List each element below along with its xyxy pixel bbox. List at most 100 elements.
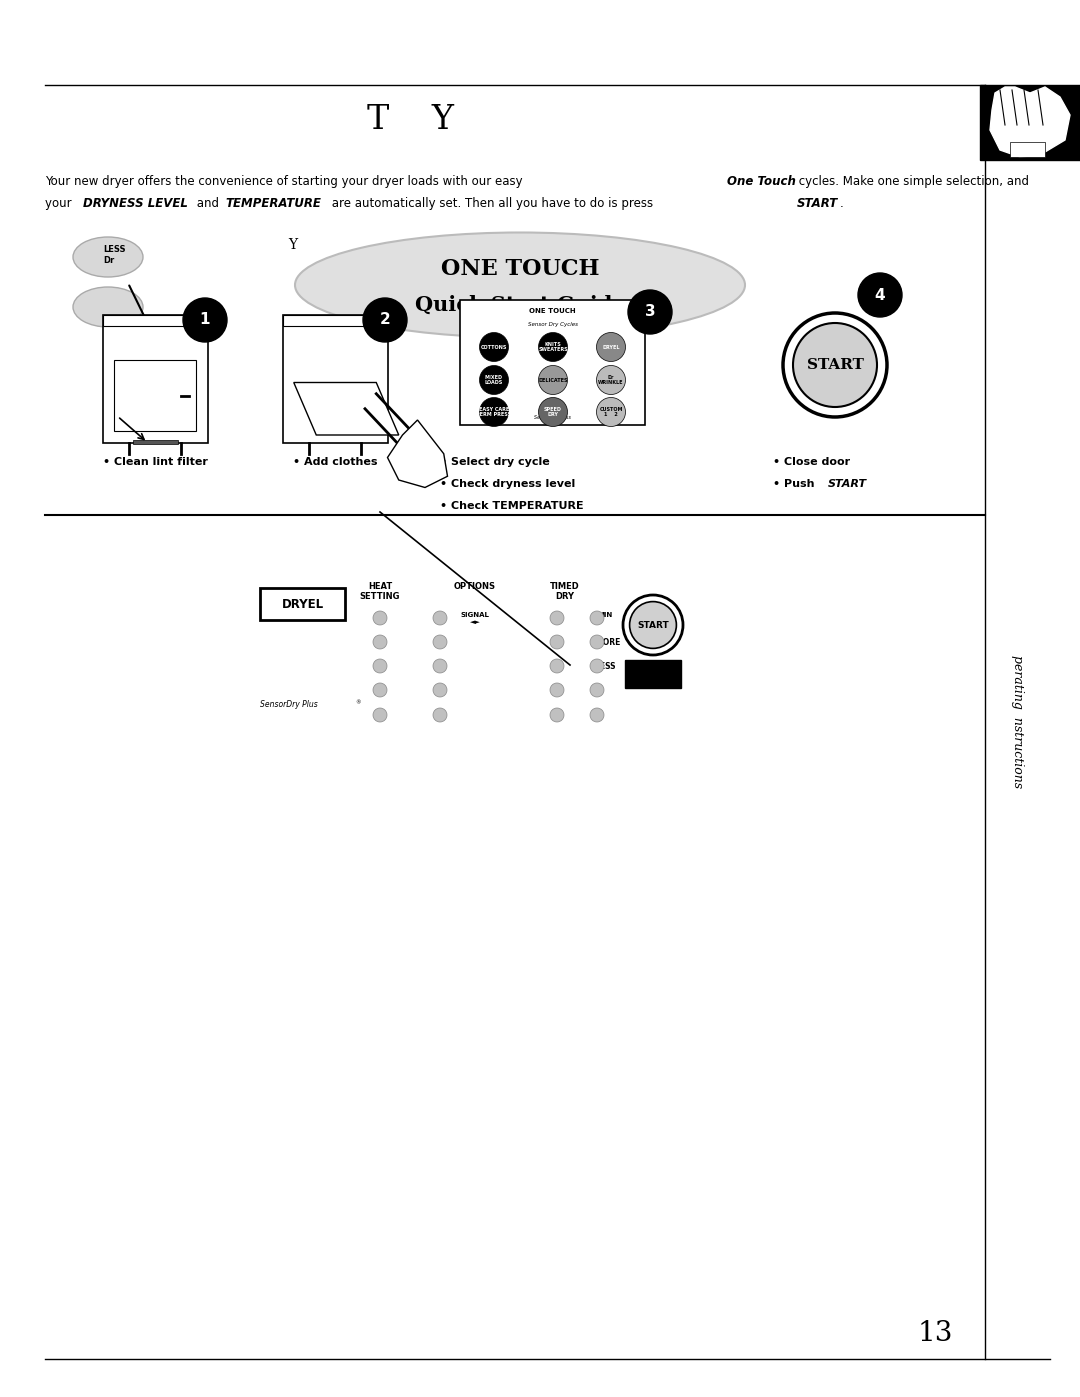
Ellipse shape [73,286,143,327]
Text: EASY CARE
PERM PRESS: EASY CARE PERM PRESS [476,407,512,418]
Text: DRYEL: DRYEL [603,345,620,349]
Circle shape [433,636,447,650]
Text: SIGNAL
◄►: SIGNAL ◄► [460,612,489,624]
Circle shape [550,708,564,722]
Circle shape [550,636,564,650]
Circle shape [590,610,604,624]
Circle shape [433,610,447,624]
Text: 13: 13 [917,1320,953,1347]
Text: • Check dryness level: • Check dryness level [440,479,576,489]
Circle shape [183,298,227,342]
Circle shape [480,398,509,426]
Text: SensorDry Plus: SensorDry Plus [535,415,571,420]
Text: LESS
Dr: LESS Dr [103,246,125,264]
Text: • Clean lint filter: • Clean lint filter [103,457,207,467]
Text: • Close door: • Close door [773,457,850,467]
Text: • Select dry cycle: • Select dry cycle [440,457,550,467]
Bar [625,659,681,687]
Circle shape [373,610,387,624]
Text: DRYNESS LEVEL: DRYNESS LEVEL [83,197,188,210]
Bar [103,314,207,443]
Bar [980,85,1080,161]
Polygon shape [388,420,447,488]
Text: SensorDry Plus: SensorDry Plus [260,700,318,710]
Text: SPEED
DRY: SPEED DRY [544,407,562,418]
Text: DELICATES: DELICATES [538,377,568,383]
Text: STOP: STOP [638,664,667,673]
Circle shape [433,708,447,722]
Circle shape [858,272,902,317]
Text: MORE: MORE [595,638,620,647]
Text: Your new dryer offers the convenience of starting your dryer loads with our easy: Your new dryer offers the convenience of… [45,175,526,189]
Text: 3: 3 [645,305,656,320]
Circle shape [596,332,625,362]
Text: KNITS
SWEATERS: KNITS SWEATERS [538,342,568,352]
Circle shape [590,708,604,722]
Polygon shape [294,383,399,434]
Text: 2: 2 [380,313,390,327]
Text: HEAT
SETTING: HEAT SETTING [360,583,401,601]
Circle shape [539,366,567,394]
Text: cycles. Make one simple selection, and: cycles. Make one simple selection, and [795,175,1029,189]
Circle shape [783,313,887,416]
Circle shape [550,610,564,624]
Text: OPTIONS: OPTIONS [454,583,496,591]
Text: • Check TEMPERATURE: • Check TEMPERATURE [440,502,583,511]
Bar [283,314,388,327]
Text: Sensor Dry Cycles: Sensor Dry Cycles [527,321,578,327]
Text: START: START [637,620,669,630]
Circle shape [433,683,447,697]
Text: START: START [797,197,838,210]
Text: TEMPERATURE: TEMPERATURE [225,197,321,210]
Text: ONE TOUCH: ONE TOUCH [441,258,599,279]
Text: your: your [45,197,76,210]
Text: START: START [807,358,863,372]
Bar [260,588,345,620]
Text: ®: ® [355,700,361,705]
Text: TIMED
DRY: TIMED DRY [550,583,580,601]
Circle shape [596,398,625,426]
Bar [460,300,645,425]
Circle shape [627,291,672,334]
Text: .: . [840,197,843,210]
Polygon shape [990,87,1070,156]
Bar [113,360,197,432]
Text: perating  nstructions: perating nstructions [1011,655,1024,788]
Text: DRYEL: DRYEL [282,598,324,610]
Text: ONE TOUCH: ONE TOUCH [529,307,576,314]
Bar [103,314,207,327]
Circle shape [630,602,676,648]
Ellipse shape [295,232,745,338]
Circle shape [793,323,877,407]
Circle shape [480,366,509,394]
Text: MIXED
LOADS: MIXED LOADS [485,374,503,386]
Bar [1010,142,1045,156]
Circle shape [590,683,604,697]
Text: START: START [828,479,867,489]
Circle shape [550,659,564,673]
Text: 4: 4 [875,288,886,303]
Text: MIN: MIN [597,612,612,617]
Ellipse shape [73,237,143,277]
Text: Dr
WRINKLE: Dr WRINKLE [598,374,624,386]
Text: LESS: LESS [595,662,616,671]
Text: COTTONS: COTTONS [481,345,508,349]
Circle shape [373,708,387,722]
Text: T    Y: T Y [367,103,454,136]
Text: One Touch: One Touch [727,175,796,189]
Circle shape [373,636,387,650]
Text: Y: Y [288,320,297,334]
Text: 1: 1 [200,313,211,327]
Text: CUSTOM
1    2: CUSTOM 1 2 [599,407,623,418]
Circle shape [550,683,564,697]
Circle shape [539,398,567,426]
Circle shape [590,659,604,673]
Circle shape [373,683,387,697]
Bar [283,314,388,443]
Circle shape [433,659,447,673]
Text: • Push: • Push [773,479,819,489]
Text: and: and [193,197,222,210]
Text: Y: Y [288,237,297,251]
Text: Quick Start Guide: Quick Start Guide [415,295,625,314]
Circle shape [596,366,625,394]
